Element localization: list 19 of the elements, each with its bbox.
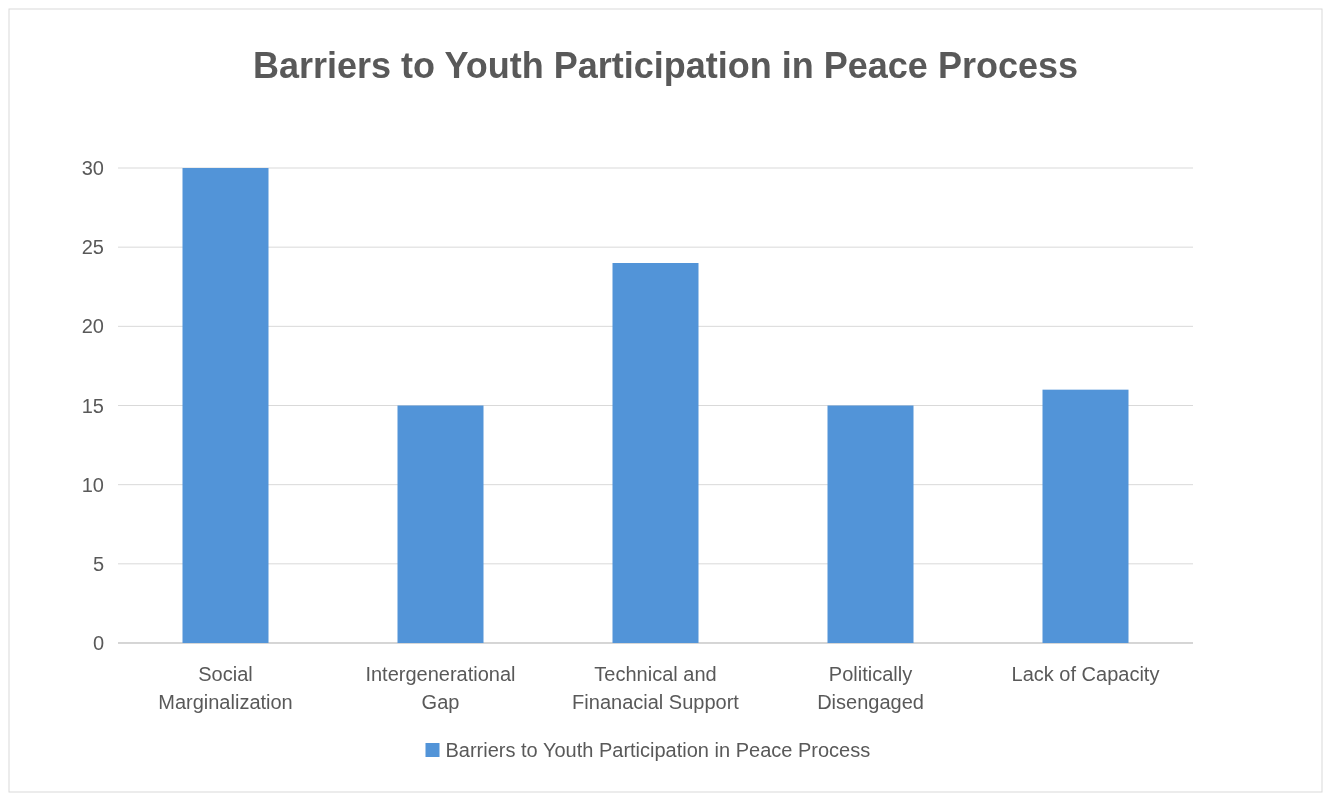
x-tick-label: Social Marginalization <box>158 663 293 713</box>
bar <box>397 405 484 643</box>
y-tick-label: 15 <box>81 394 104 417</box>
x-tick-label: Intergenerational Gap <box>365 663 516 713</box>
x-tick-label: Lack of Capacity <box>1011 663 1160 685</box>
x-tick-label: Technical and Finanacial Support <box>572 663 740 713</box>
bar <box>182 168 269 643</box>
x-tick-label: Politically Disengaged <box>817 663 924 713</box>
y-tick-label: 0 <box>92 632 104 654</box>
y-tick-label: 30 <box>81 157 104 179</box>
legend-label: Barriers to Youth Participation in Peace Process <box>445 739 871 761</box>
bar <box>827 405 914 643</box>
bar <box>612 263 699 643</box>
y-tick-label: 25 <box>81 236 104 259</box>
y-tick-label: 5 <box>92 552 104 575</box>
chart-title: Barriers to Youth Participation in Peace Process <box>253 45 1078 86</box>
bar <box>1042 389 1129 643</box>
y-tick-label: 10 <box>81 473 104 496</box>
y-tick-label: 20 <box>81 315 104 338</box>
